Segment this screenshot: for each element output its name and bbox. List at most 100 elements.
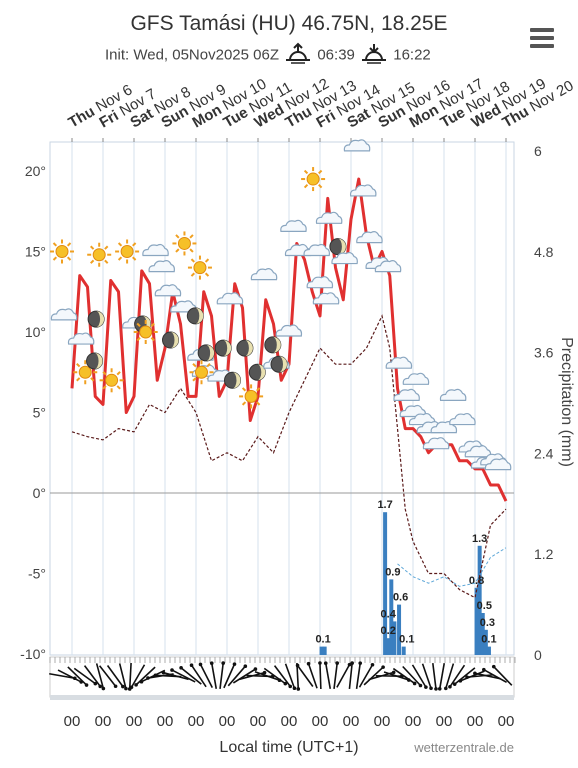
cloud-icon [154, 284, 182, 297]
wind-arrow [98, 665, 118, 689]
cloud-icon [312, 292, 340, 305]
hour-label: 00 [312, 713, 329, 730]
cloud-icon [148, 260, 175, 273]
cloud-icon [385, 356, 413, 369]
hour-label: 00 [467, 713, 484, 730]
precip-bar [383, 512, 388, 655]
y-left-tick: 15° [25, 244, 46, 260]
wind-arrow [189, 663, 207, 688]
hour-label: 00 [219, 713, 236, 730]
precip-bar [483, 629, 488, 655]
wind-arrow [67, 666, 89, 687]
cloud-icon [343, 139, 371, 152]
cloud-icon [331, 251, 358, 265]
wind-arrow [232, 667, 258, 684]
cloud-icon [402, 372, 430, 385]
precip-bar [486, 646, 491, 655]
sunrise-icon [285, 42, 311, 68]
wind-arrow [358, 662, 375, 688]
precip-bar [322, 646, 327, 655]
wind-arrow [448, 664, 466, 689]
wind-arrow [392, 667, 417, 686]
menu-icon[interactable] [530, 28, 554, 48]
cloud-icon [449, 412, 476, 426]
sun-icon [99, 368, 124, 393]
wind-arrow [465, 674, 494, 679]
precip-bar [397, 604, 402, 655]
wind-arrow [333, 661, 339, 690]
y-left-tick: 0° [33, 485, 46, 501]
y-right-tick: 0 [534, 647, 542, 663]
hour-label: 00 [126, 713, 143, 730]
wind-arrow [473, 671, 501, 680]
wind-arrow [318, 661, 322, 690]
init-subtitle: Init: Wed, 05Nov2025 06Z 06:39 16:22 [105, 42, 431, 68]
hour-label: 00 [374, 713, 391, 730]
wind-arrow [295, 663, 314, 687]
wind-arrow [209, 661, 218, 689]
precip-bar [319, 646, 324, 655]
hour-label: 00 [157, 713, 174, 730]
wind-arrow [273, 665, 293, 689]
wind-arrow [452, 667, 476, 686]
cloud-icon [464, 445, 492, 458]
wind-arrow [482, 667, 507, 684]
cloud-icon [349, 184, 377, 197]
cloud-icon [67, 332, 95, 345]
cloud-icon [280, 219, 307, 232]
sun-icon [187, 255, 212, 280]
precip-label: 0.6 [393, 592, 408, 604]
credit-link[interactable]: wetterzentrale.de [414, 740, 514, 755]
y-left-tick: 20° [25, 163, 46, 179]
time-scrollbar [50, 695, 514, 700]
init-label: Init: Wed, 05Nov2025 06Z [105, 46, 279, 64]
precip-bar [386, 638, 391, 655]
cloud-icon [484, 458, 512, 471]
wind-arrow [323, 661, 332, 689]
wind-arrow [411, 664, 428, 689]
moon-icon [264, 336, 282, 354]
cloud-icon [439, 388, 467, 401]
wind-arrow [491, 664, 513, 686]
cloud-icon [303, 243, 330, 257]
wind-arrow [355, 661, 363, 689]
sun-icon [50, 239, 74, 264]
precip-label: 1.7 [377, 499, 392, 511]
y-right-title: Precipitation (mm) [558, 337, 575, 467]
wind-arrow [223, 662, 237, 689]
y-right-tick: 1.2 [534, 546, 554, 562]
wind-arrow [198, 662, 214, 688]
x-axis-label: Local time (UTC+1) [219, 739, 359, 756]
hour-label: 00 [95, 713, 112, 730]
moon-icon [248, 363, 266, 381]
wind-arrow [336, 662, 352, 688]
cloud-icon [393, 388, 420, 401]
sun-icon [172, 231, 197, 256]
sunset-time: 16:22 [393, 46, 431, 64]
sun-icon [115, 239, 140, 264]
moon-icon [87, 310, 105, 328]
sun-icon [301, 167, 326, 192]
cloud-icon [422, 437, 450, 450]
sunrise-time: 06:39 [317, 46, 355, 64]
precip-bar [480, 613, 485, 655]
wind-arrow [73, 667, 98, 686]
wind-arrow [170, 668, 196, 683]
y-left-tick: -10° [20, 646, 46, 662]
sun-icon [239, 384, 264, 409]
y-left-tick: 5° [33, 405, 46, 421]
wind-arrow [134, 666, 156, 687]
cloud-icon [50, 308, 78, 321]
cloud-icon [315, 211, 343, 224]
wind-arrow [83, 665, 103, 689]
wind-arrow [95, 663, 106, 691]
wind-arrow [363, 665, 385, 686]
hour-label: 00 [343, 713, 360, 730]
precip-label: 0.5 [477, 600, 492, 612]
moon-icon [197, 344, 215, 362]
wind-arrow [306, 661, 318, 689]
wind-arrow [129, 664, 146, 690]
hour-label: 00 [188, 713, 205, 730]
y-left-tick: 10° [25, 324, 46, 340]
